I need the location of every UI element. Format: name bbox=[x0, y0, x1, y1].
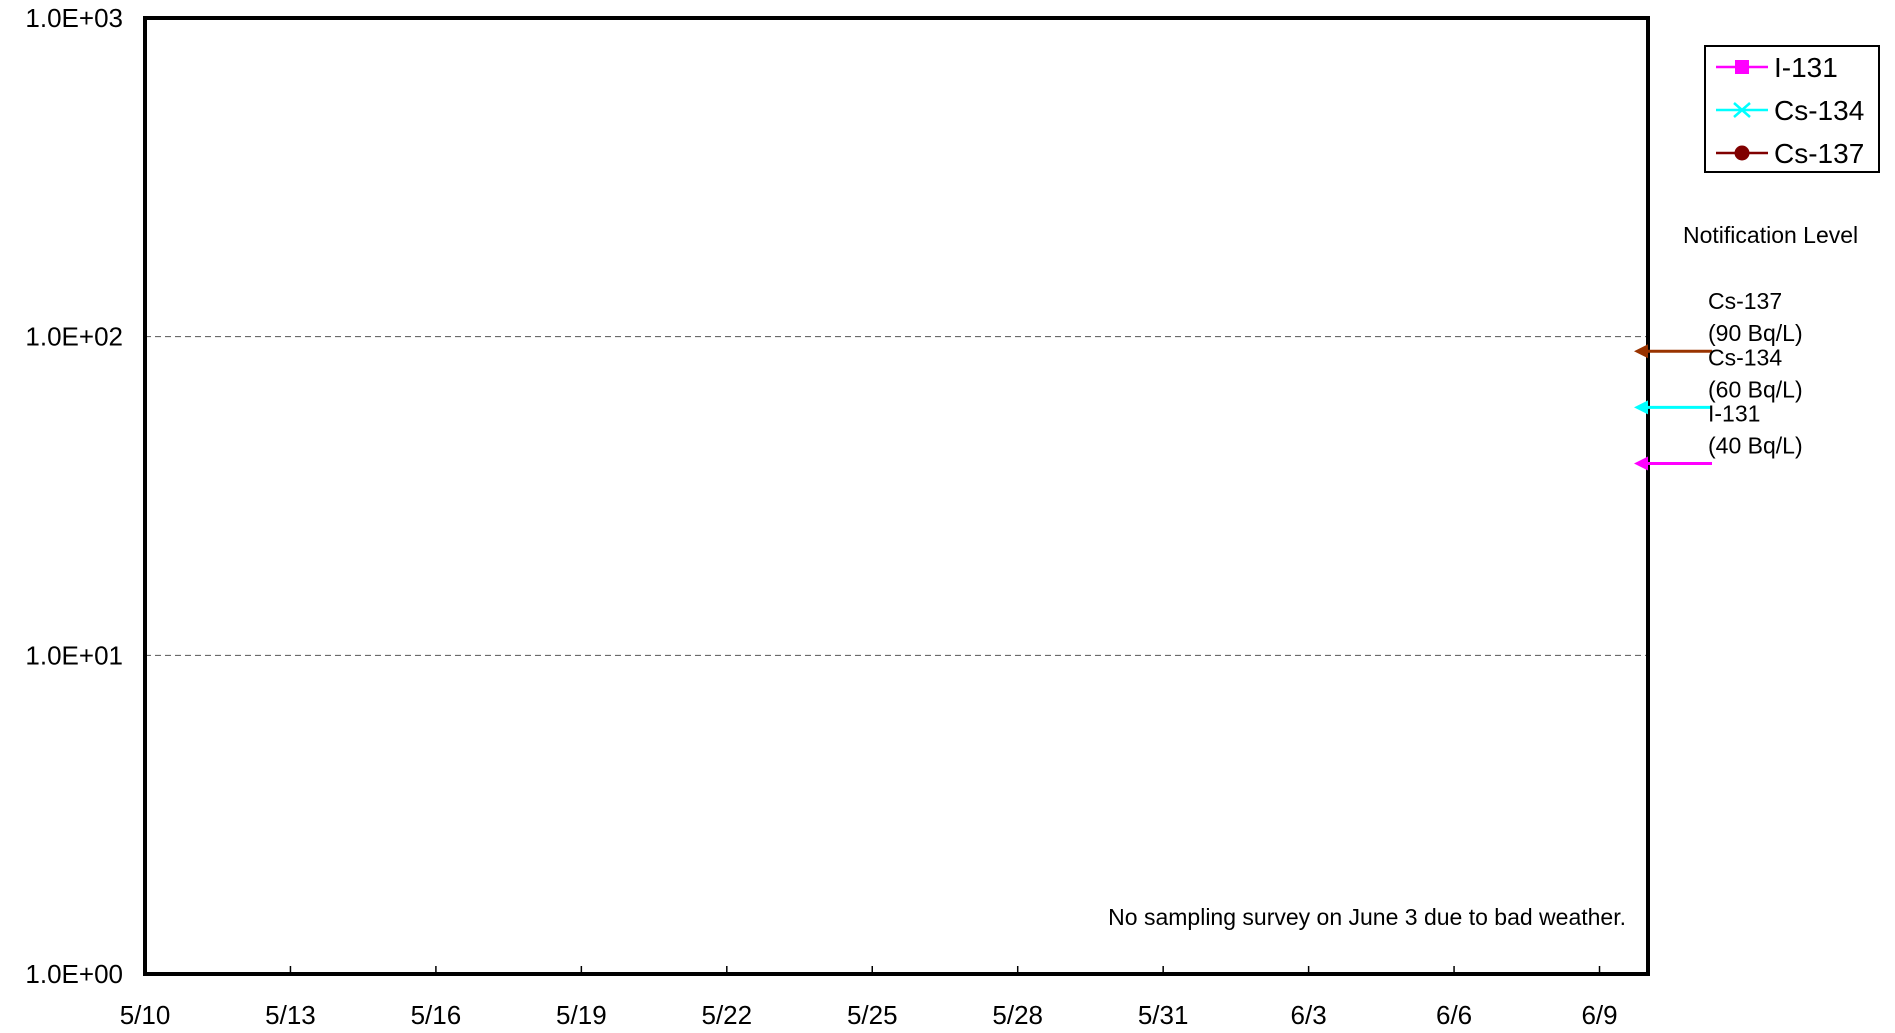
annotation: No sampling survey on June 3 due to bad … bbox=[1108, 904, 1626, 930]
notification-level: I-131 (40 Bq/L) bbox=[1634, 400, 1803, 471]
legend-item: I-131 bbox=[1716, 52, 1838, 83]
notification-level-title: Notification Level bbox=[1683, 222, 1858, 248]
x-tick-label: 5/10 bbox=[120, 1000, 171, 1030]
y-axis: 1.0E+00 1.0E+01 1.0E+02 1.0E+03 bbox=[25, 3, 123, 989]
y-tick-label: 1.0E+02 bbox=[25, 322, 123, 352]
notification-levels: Cs-137 (90 Bq/L)Cs-134 (60 Bq/L)I-131 (40 B… bbox=[1634, 288, 1803, 471]
x-tick-label: 5/22 bbox=[702, 1000, 753, 1030]
y-tick-label: 1.0E+01 bbox=[25, 640, 123, 670]
notification-nuclide: I-131 bbox=[1708, 400, 1760, 426]
notification-value: (90 Bq/L) bbox=[1708, 320, 1803, 346]
legend-label: Cs-134 bbox=[1774, 95, 1864, 126]
notification-arrow-head bbox=[1634, 344, 1648, 359]
plot-area-frame bbox=[143, 16, 1650, 976]
notification-arrow-head bbox=[1634, 400, 1648, 415]
legend-label: I-131 bbox=[1774, 52, 1838, 83]
x-tick-label: 6/9 bbox=[1581, 1000, 1617, 1030]
legend: I-131 Cs-134 Cs-137 bbox=[1704, 45, 1880, 173]
legend-marker-x bbox=[1733, 102, 1751, 118]
notification-nuclide: Cs-134 bbox=[1708, 344, 1782, 370]
notification-nuclide: Cs-137 bbox=[1708, 288, 1782, 314]
notification-arrow-head bbox=[1634, 456, 1648, 471]
x-tick-label: 6/6 bbox=[1436, 1000, 1472, 1030]
legend-label: Cs-137 bbox=[1774, 138, 1864, 169]
y-tick-label: 1.0E+03 bbox=[25, 3, 123, 33]
notification-value: (40 Bq/L) bbox=[1708, 432, 1803, 458]
legend-marker-circle bbox=[1734, 145, 1750, 161]
grid-lines bbox=[145, 336, 1648, 656]
x-tick-label: 5/19 bbox=[556, 1000, 607, 1030]
x-tick-label: 5/13 bbox=[265, 1000, 316, 1030]
x-tick-label: 5/25 bbox=[847, 1000, 898, 1030]
x-tick-label: 5/28 bbox=[992, 1000, 1043, 1030]
x-tick-label: 5/16 bbox=[411, 1000, 462, 1030]
legend-item: Cs-134 bbox=[1716, 95, 1864, 126]
notification-level: Cs-137 (90 Bq/L) bbox=[1634, 288, 1803, 359]
notification-value: (60 Bq/L) bbox=[1708, 376, 1803, 402]
x-tick-label: 6/3 bbox=[1291, 1000, 1327, 1030]
legend-marker-square bbox=[1735, 60, 1749, 74]
y-tick-label: 1.0E+00 bbox=[25, 959, 123, 989]
notification-level: Cs-134 (60 Bq/L) bbox=[1634, 344, 1803, 415]
legend-item: Cs-137 bbox=[1716, 138, 1864, 169]
x-tick-label: 5/31 bbox=[1138, 1000, 1189, 1030]
x-axis: 5/10 5/13 5/16 5/19 5/22 5/25 5/28 5/31 6/3 6/6 6/… bbox=[120, 966, 1618, 1030]
